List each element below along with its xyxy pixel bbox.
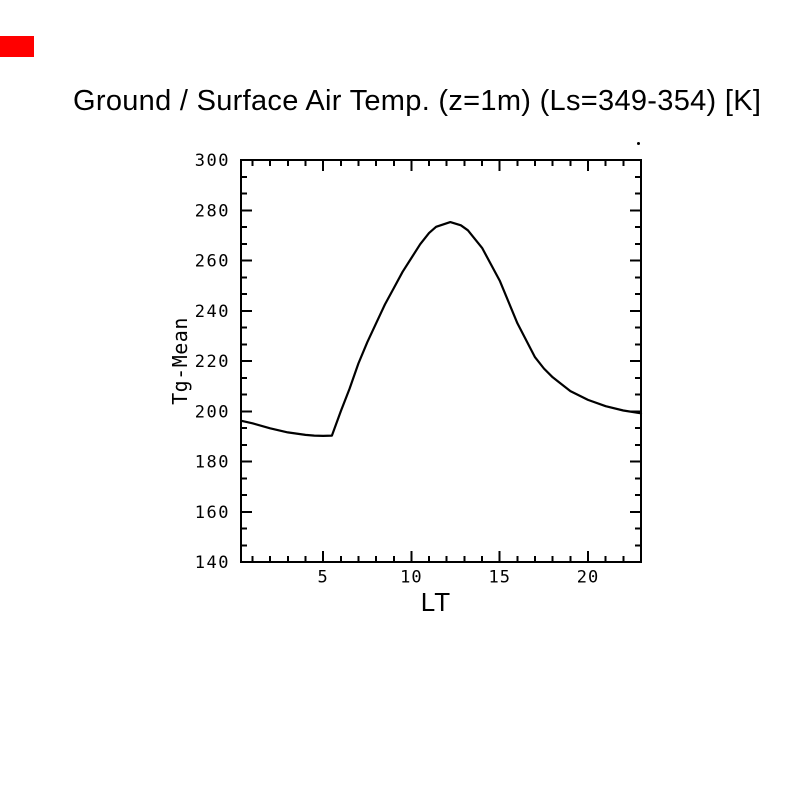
y-tick-label: 220 (195, 352, 230, 372)
y-tick-label: 140 (195, 553, 230, 573)
y-tick-label: 260 (195, 252, 230, 272)
y-tick-label: 240 (195, 302, 230, 322)
x-tick-label: 5 (317, 568, 328, 588)
y-tick-label: 280 (195, 201, 230, 221)
temperature-curve (240, 221, 643, 437)
plot-frame (240, 159, 642, 563)
y-tick-label: 160 (195, 503, 230, 523)
x-axis-title: LT (420, 587, 452, 617)
artifact-dot (637, 142, 640, 145)
chart-title: Ground / Surface Air Temp. (z=1m) (Ls=34… (73, 85, 762, 117)
x-tick-label: 15 (488, 568, 510, 588)
y-tick-label: 200 (195, 402, 230, 422)
x-tick-label: 20 (577, 568, 599, 588)
x-tick-label: 10 (400, 568, 422, 588)
y-tick-label: 300 (195, 151, 230, 171)
corner-red-marker (0, 36, 34, 57)
y-tick-label: 180 (195, 453, 230, 473)
